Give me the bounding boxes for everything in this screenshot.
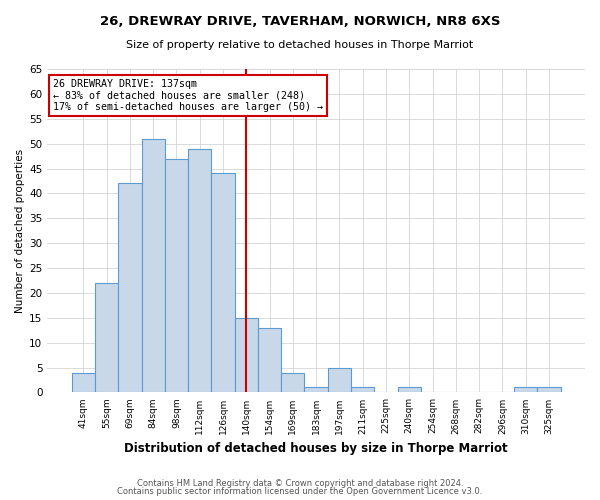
Bar (351, 388, 374, 392)
Y-axis label: Number of detached properties: Number of detached properties (15, 148, 25, 313)
Bar (398, 388, 421, 392)
Text: 26 DREWRAY DRIVE: 137sqm
← 83% of detached houses are smaller (248)
17% of semi-: 26 DREWRAY DRIVE: 137sqm ← 83% of detach… (53, 78, 323, 112)
Bar (537, 388, 560, 392)
Bar (235, 318, 258, 392)
Bar (514, 388, 537, 392)
Bar (72, 372, 95, 392)
Bar (211, 174, 235, 392)
Bar (95, 283, 118, 393)
Bar (142, 138, 165, 392)
Bar (258, 328, 281, 392)
X-axis label: Distribution of detached houses by size in Thorpe Marriot: Distribution of detached houses by size … (124, 442, 508, 455)
Text: 26, DREWRAY DRIVE, TAVERHAM, NORWICH, NR8 6XS: 26, DREWRAY DRIVE, TAVERHAM, NORWICH, NR… (100, 15, 500, 28)
Text: Contains HM Land Registry data © Crown copyright and database right 2024.: Contains HM Land Registry data © Crown c… (137, 478, 463, 488)
Bar (188, 148, 211, 392)
Bar (328, 368, 351, 392)
Bar (118, 184, 142, 392)
Text: Contains public sector information licensed under the Open Government Licence v3: Contains public sector information licen… (118, 487, 482, 496)
Bar (304, 388, 328, 392)
Bar (165, 158, 188, 392)
Bar (281, 372, 304, 392)
Text: Size of property relative to detached houses in Thorpe Marriot: Size of property relative to detached ho… (127, 40, 473, 50)
